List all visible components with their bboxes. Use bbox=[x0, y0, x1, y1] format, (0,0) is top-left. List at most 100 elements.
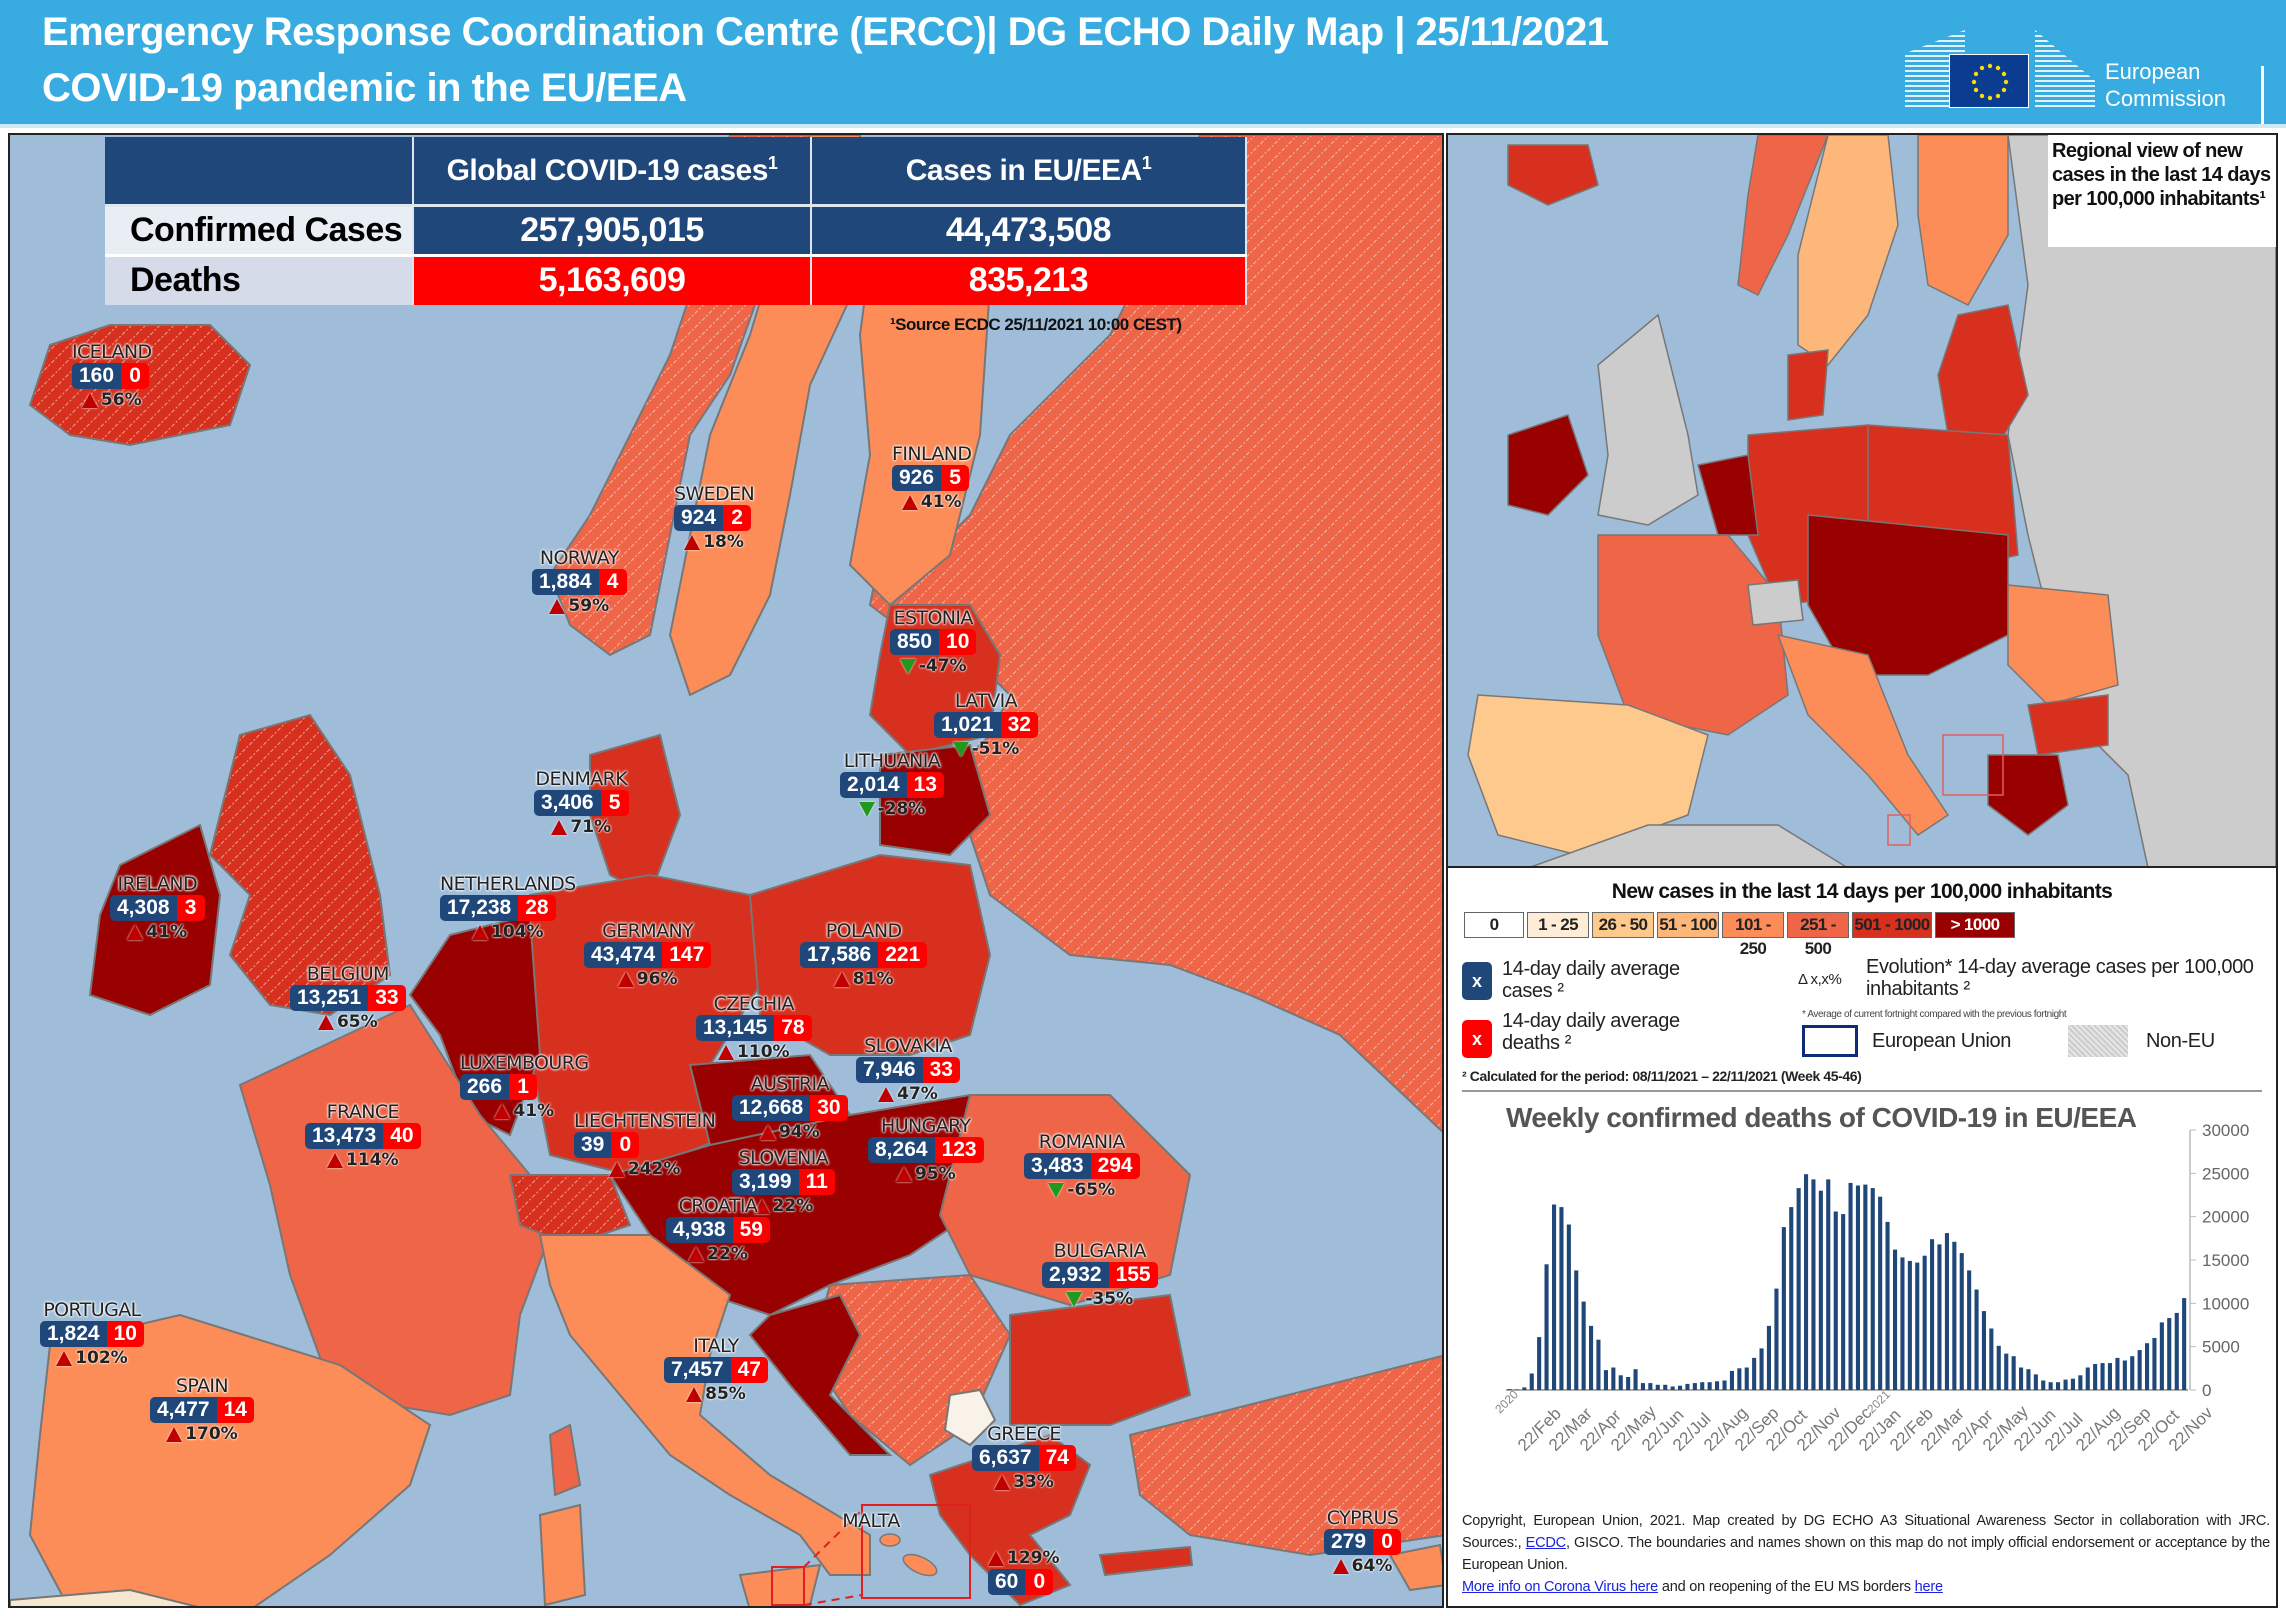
bar bbox=[1937, 1244, 1942, 1390]
country-values: 160 0 bbox=[72, 363, 152, 389]
country-name: FINLAND bbox=[892, 443, 972, 465]
country-label-denmark: DENMARK 3,406 5 71% bbox=[534, 768, 629, 838]
bar bbox=[2159, 1322, 2164, 1390]
cases-badge: 6,637 bbox=[972, 1445, 1039, 1471]
cases-badge: 17,586 bbox=[800, 942, 879, 968]
legend-title: New cases in the last 14 days per 100,00… bbox=[1611, 880, 2113, 903]
more-info-link[interactable]: More info on Corona Virus here bbox=[1462, 1579, 1659, 1595]
country-values: 43,474 147 bbox=[584, 942, 712, 968]
bar bbox=[2011, 1356, 2016, 1390]
deaths-badge: 294 bbox=[1090, 1153, 1140, 1179]
page-subtitle: COVID-19 pandemic in the EU/EEA bbox=[42, 66, 687, 110]
main-map[interactable]: Global COVID-19 cases1 Cases in EU/EEA1 … bbox=[8, 133, 1444, 1608]
bar bbox=[1633, 1369, 1638, 1390]
deaths-badge: 11 bbox=[798, 1169, 835, 1195]
region-crete bbox=[1098, 1545, 1194, 1577]
evolution: 85% bbox=[664, 1383, 768, 1405]
bar bbox=[2174, 1312, 2179, 1390]
cases-badge: 7,457 bbox=[664, 1357, 731, 1383]
triangle-up-icon bbox=[988, 1550, 1004, 1566]
reg-romania bbox=[2007, 584, 2119, 706]
bar bbox=[1981, 1311, 1986, 1390]
reg-bulgaria bbox=[2027, 694, 2109, 756]
country-label-romania: ROMANIA 3,483 294 -65% bbox=[1024, 1131, 1140, 1201]
bar bbox=[1648, 1383, 1653, 1390]
bar bbox=[2130, 1356, 2135, 1390]
evolution-value: 94% bbox=[778, 1122, 820, 1142]
evolution: 114% bbox=[305, 1149, 421, 1171]
triangle-up-icon bbox=[686, 1386, 703, 1402]
evolution: 95% bbox=[868, 1163, 984, 1185]
country-values: 13,251 33 bbox=[290, 985, 406, 1011]
bar bbox=[2078, 1375, 2083, 1390]
malta-inset-name: MALTA bbox=[842, 1510, 900, 1532]
bar bbox=[2004, 1353, 2009, 1390]
cases-badge: 3,406 bbox=[534, 790, 601, 816]
triangle-up-icon bbox=[1332, 1558, 1349, 1574]
legend-non-eu-label: Non-EU bbox=[2146, 1030, 2215, 1052]
bar bbox=[1870, 1188, 1875, 1390]
evolution-value: 65% bbox=[336, 1012, 378, 1032]
evolution: 129% bbox=[988, 1547, 1060, 1569]
y-tick-label: 0 bbox=[2202, 1381, 2211, 1400]
y-tick-label: 30000 bbox=[2202, 1121, 2249, 1140]
bar bbox=[1626, 1377, 1631, 1390]
cases-badge: 1,884 bbox=[532, 569, 599, 595]
bar bbox=[2070, 1378, 2075, 1390]
bar bbox=[1922, 1255, 1927, 1390]
bar bbox=[1967, 1270, 1972, 1390]
country-label-spain: SPAIN 4,477 14 170% bbox=[150, 1375, 254, 1445]
bar bbox=[1692, 1383, 1697, 1390]
country-name: LIECHTENSTEIN bbox=[574, 1110, 716, 1132]
country-name: FRANCE bbox=[326, 1101, 400, 1123]
triangle-up-icon bbox=[878, 1086, 895, 1102]
eu-flag-icon bbox=[1949, 54, 2029, 108]
cases-badge: 279 bbox=[1324, 1529, 1374, 1555]
evolution-value: 41% bbox=[920, 492, 962, 512]
cases-badge: 17,238 bbox=[440, 895, 519, 921]
triangle-down-icon bbox=[1066, 1291, 1083, 1307]
bar bbox=[2041, 1380, 2046, 1390]
bar bbox=[1729, 1370, 1734, 1390]
legend-evolution-symbol: Δ x,x% bbox=[1798, 971, 1842, 988]
weekly-deaths-chart: Weekly confirmed deaths of COVID-19 in E… bbox=[1448, 1090, 2276, 1505]
cases-badge: 43,474 bbox=[584, 942, 663, 968]
legend-evolution-label: Evolution* 14-day average cases per 100,… bbox=[1866, 956, 2254, 1000]
bar bbox=[2026, 1369, 2031, 1390]
evolution: 81% bbox=[800, 968, 927, 990]
bar bbox=[2085, 1367, 2090, 1390]
deaths-badge: 5 bbox=[941, 465, 970, 491]
evolution-value: -51% bbox=[971, 739, 1020, 759]
cases-badge: 13,251 bbox=[290, 985, 369, 1011]
reg-switzerland bbox=[1747, 579, 1804, 626]
bar bbox=[1989, 1328, 1994, 1390]
legend-bin: 501 - 1000 bbox=[1852, 912, 1932, 938]
evolution-value: 71% bbox=[570, 817, 612, 837]
country-label-luxembourg: LUXEMBOURG 266 1 41% bbox=[460, 1052, 589, 1122]
triangle-up-icon bbox=[617, 971, 634, 987]
deaths-badge: 4 bbox=[598, 569, 627, 595]
cases-badge: 2,014 bbox=[840, 772, 907, 798]
borders-link[interactable]: here bbox=[1914, 1579, 1943, 1595]
bar bbox=[1589, 1325, 1594, 1390]
country-values: 2,932 155 bbox=[1042, 1262, 1158, 1288]
bar bbox=[1552, 1204, 1557, 1390]
y-tick-label: 15000 bbox=[2202, 1251, 2249, 1270]
country-name: GREECE bbox=[987, 1423, 1061, 1445]
y-tick-label: 10000 bbox=[2202, 1294, 2249, 1313]
bar bbox=[1930, 1239, 1935, 1390]
bar bbox=[1818, 1190, 1823, 1390]
deaths-badge: 10 bbox=[939, 629, 977, 655]
regional-map[interactable]: Regional view of new cases in the last 1… bbox=[1448, 135, 2276, 868]
bar bbox=[1796, 1188, 1801, 1390]
evolution-value: 81% bbox=[852, 969, 894, 989]
ecdc-link[interactable]: ECDC bbox=[1525, 1535, 1566, 1551]
evolution-value: 22% bbox=[707, 1244, 748, 1264]
deaths-badge: 32 bbox=[1000, 712, 1038, 738]
cases-badge: 60 bbox=[988, 1569, 1026, 1595]
evolution: 41% bbox=[460, 1100, 588, 1122]
footnote-mark: 1 bbox=[1141, 152, 1152, 173]
deaths-badge: 0 bbox=[121, 363, 150, 389]
year-label: 2020 bbox=[1492, 1387, 1521, 1416]
